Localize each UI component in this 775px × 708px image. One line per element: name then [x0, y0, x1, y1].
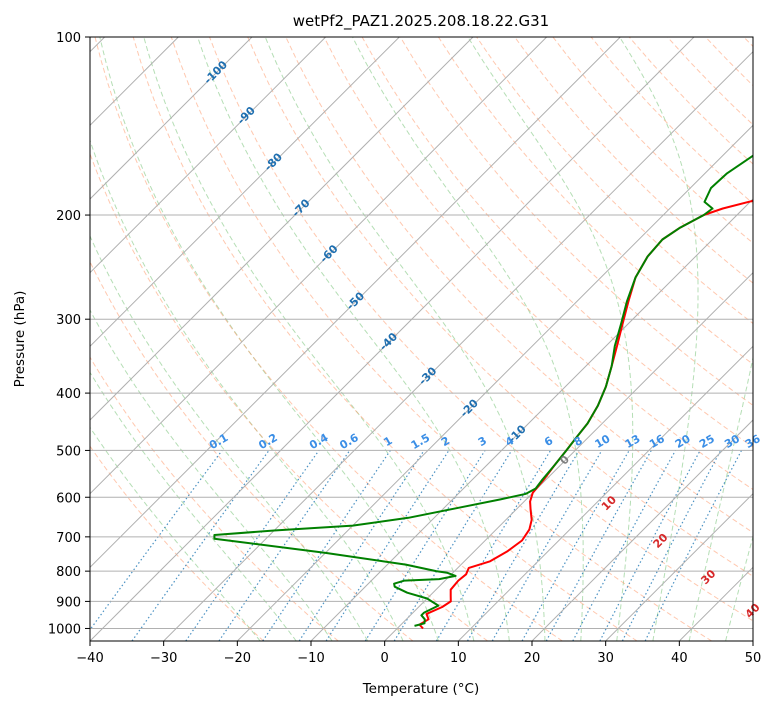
- mixing-ratio-line: [325, 450, 450, 641]
- moist-adiabat-line: [90, 426, 261, 641]
- moist-adiabat-line: [352, 37, 584, 641]
- skewed-isotherms: [90, 37, 753, 641]
- moist-adiabat-line: [90, 138, 404, 641]
- mixing-ratio-line: [262, 450, 391, 641]
- mixing-ratio-line: [621, 450, 722, 641]
- mixing-ratio-line: [545, 450, 652, 641]
- sounding-profile-line: [213, 154, 753, 627]
- plot-frame: [89, 36, 754, 642]
- dry-adiabat-line: [132, 37, 638, 641]
- moist-adiabat-line: [90, 234, 369, 641]
- isotherm-line: [90, 37, 327, 274]
- mixing-ratio-line: [521, 450, 630, 641]
- mixing-ratio-line: [644, 450, 743, 641]
- isotherm-line: [90, 37, 695, 641]
- mixing-ratio-line: [393, 450, 513, 641]
- isotherm-line: [90, 37, 474, 421]
- isotherm-line: [90, 37, 400, 348]
- moist-adiabat-line: [688, 355, 753, 641]
- moist-adiabat-line: [90, 309, 333, 641]
- moist-adiabat-line: [197, 37, 510, 641]
- sounding-profiles: [213, 154, 753, 630]
- dry-adiabat-line: [90, 356, 339, 641]
- x-axis-ticks: −40 −30 −20 −10 0 10 20 30 40 50: [76, 641, 761, 666]
- moist-adiabat-line: [143, 37, 475, 641]
- chart-title: wetPf2_PAZ1.2025.208.18.22.G31: [293, 12, 549, 31]
- x-tick-label: 30: [597, 651, 614, 666]
- moist-adiabats: [90, 37, 753, 641]
- x-tick-label: 40: [671, 651, 688, 666]
- moist-adiabat-line: [99, 37, 439, 641]
- dry-adiabat-line: [209, 37, 753, 622]
- y-tick-label: 700: [56, 531, 81, 546]
- mixing-ratio-line: [572, 450, 677, 641]
- y-tick-label: 200: [56, 209, 81, 224]
- x-tick-label: 20: [524, 651, 541, 666]
- isotherm-line: [90, 37, 548, 495]
- x-tick-label: −20: [224, 651, 251, 666]
- dry-adiabat-line: [90, 445, 264, 641]
- dry-adiabat-line: [170, 37, 712, 641]
- dry-adiabat-line: [437, 37, 753, 365]
- mixing-ratio-lines: [90, 450, 743, 641]
- x-tick-label: 10: [450, 651, 467, 666]
- x-tick-label: −10: [297, 651, 324, 666]
- x-tick-label: 0: [381, 651, 389, 666]
- dry-adiabat-line: [90, 152, 488, 641]
- isotherm-line: [236, 124, 753, 641]
- x-axis-label: Temperature (°C): [362, 681, 480, 697]
- y-tick-label: 1000: [48, 622, 81, 637]
- moist-adiabat-line: [264, 37, 546, 641]
- y-axis-ticks: 100 200 300 400 500 600 700 800 900 1000: [48, 31, 90, 637]
- moist-adiabat-line: [619, 37, 699, 641]
- y-tick-label: 900: [56, 595, 81, 610]
- dry-adiabat-line: [399, 37, 753, 407]
- x-tick-label: 50: [745, 651, 762, 666]
- isotherm-line: [384, 271, 753, 641]
- y-tick-label: 100: [56, 31, 81, 46]
- y-tick-label: 300: [56, 313, 81, 328]
- mixing-ratio-line: [90, 450, 223, 631]
- dry-adiabat-line: [94, 37, 563, 641]
- pressure-gridlines: [90, 37, 753, 629]
- moist-adiabat-line: [725, 534, 753, 641]
- isotherm-line: [457, 345, 753, 641]
- mixing-ratio-line: [218, 450, 351, 641]
- isotherm-line: [90, 37, 621, 569]
- dry-adiabat-line: [514, 37, 753, 284]
- x-tick-label: −30: [150, 651, 177, 666]
- isotherm-line: [605, 492, 753, 641]
- mixing-ratio-line: [185, 450, 320, 641]
- y-tick-label: 400: [56, 387, 81, 402]
- dry-adiabat-line: [323, 37, 753, 491]
- y-tick-label: 600: [56, 491, 81, 506]
- y-tick-label: 800: [56, 565, 81, 580]
- isotherm-line: [531, 419, 753, 641]
- isotherm-line: [310, 198, 753, 641]
- isotherm-line: [90, 37, 253, 200]
- mixing-ratio-line: [298, 450, 425, 641]
- plot-area: [90, 37, 753, 641]
- x-tick-label: −40: [76, 651, 103, 666]
- y-axis-label: Pressure (hPa): [12, 291, 28, 388]
- dry-adiabat-line: [247, 37, 753, 577]
- y-tick-label: 500: [56, 444, 81, 459]
- isotherm-line: [163, 50, 753, 641]
